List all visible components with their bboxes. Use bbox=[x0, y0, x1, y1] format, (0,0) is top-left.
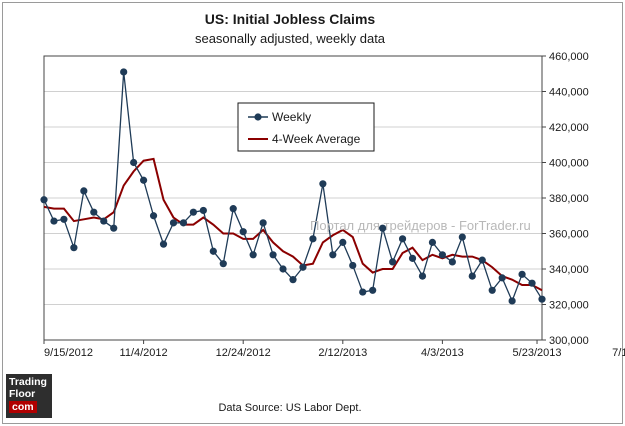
y-tick-label: 420,000 bbox=[549, 122, 589, 134]
weekly-point bbox=[209, 247, 217, 255]
weekly-point bbox=[339, 238, 347, 246]
weekly-point bbox=[379, 224, 387, 232]
weekly-point bbox=[249, 251, 257, 259]
weekly-point bbox=[130, 158, 138, 167]
weekly-point bbox=[100, 217, 108, 225]
y-tick-label: 320,000 bbox=[549, 300, 589, 312]
y-tick-label: 440,000 bbox=[549, 87, 589, 99]
legend-weekly-label: Weekly bbox=[272, 110, 311, 124]
weekly-point bbox=[329, 251, 337, 259]
logo-line1: Trading bbox=[9, 376, 47, 388]
weekly-point bbox=[508, 297, 516, 305]
weekly-point bbox=[528, 279, 536, 287]
weekly-point bbox=[40, 196, 48, 204]
y-tick-label: 340,000 bbox=[549, 264, 589, 276]
weekly-point bbox=[80, 187, 88, 195]
logo-line3: com bbox=[9, 401, 37, 413]
x-tick-label: 11/4/2012 bbox=[120, 347, 168, 359]
y-tick-label: 360,000 bbox=[549, 229, 589, 241]
weekly-point bbox=[398, 235, 407, 243]
weekly-point bbox=[438, 251, 446, 259]
y-tick-label: 380,000 bbox=[549, 193, 589, 205]
weekly-point bbox=[110, 224, 118, 232]
chart-title: US: Initial Jobless Claims bbox=[204, 11, 376, 27]
weekly-point bbox=[169, 219, 178, 227]
series-4-week-average bbox=[43, 157, 543, 292]
weekly-point bbox=[189, 208, 197, 216]
x-tick-label: 7/12/2013 bbox=[612, 347, 625, 359]
weekly-point bbox=[269, 251, 277, 259]
weekly-point bbox=[199, 206, 207, 215]
weekly-point bbox=[50, 217, 58, 225]
legend-weekly-marker bbox=[254, 113, 262, 121]
series-weekly bbox=[40, 68, 546, 305]
y-tick-label: 300,000 bbox=[549, 335, 589, 347]
weekly-point bbox=[488, 286, 496, 294]
weekly-point bbox=[448, 258, 456, 266]
weekly-point bbox=[259, 219, 267, 227]
weekly-point bbox=[389, 258, 397, 266]
y-tick-label: 460,000 bbox=[549, 51, 589, 63]
weekly-point bbox=[498, 274, 506, 282]
watermark: Портал для трейдеров - ForTrader.ru bbox=[310, 218, 531, 233]
weekly-point bbox=[359, 288, 367, 296]
weekly-point bbox=[299, 263, 307, 271]
weekly-point bbox=[369, 286, 377, 294]
legend-average-label: 4-Week Average bbox=[272, 132, 361, 146]
weekly-point bbox=[518, 270, 526, 278]
x-axis: 9/15/2012 11/4/2012 12/24/2012 2/12/2013 4/3… bbox=[43, 340, 625, 359]
weekly-point bbox=[239, 228, 247, 236]
weekly-point bbox=[468, 272, 476, 280]
x-tick-label: 4/3/2013 bbox=[421, 347, 464, 359]
weekly-point bbox=[70, 244, 78, 252]
weekly-point bbox=[309, 235, 317, 243]
x-tick-label: 2/12/2013 bbox=[318, 347, 367, 359]
y-axis: 300,000 320,000 340,000 360,000 380,000 400,0… bbox=[542, 51, 589, 347]
weekly-point bbox=[219, 260, 227, 268]
legend-box bbox=[237, 102, 375, 152]
weekly-point bbox=[458, 233, 466, 241]
weekly-point bbox=[538, 295, 546, 303]
weekly-point bbox=[120, 68, 128, 76]
weekly-point bbox=[349, 261, 357, 270]
y-tick-label: 400,000 bbox=[549, 158, 589, 170]
chart-subtitle: seasonally adjusted, weekly data bbox=[194, 31, 386, 46]
weekly-point bbox=[159, 240, 168, 248]
x-tick-label: 5/23/2013 bbox=[513, 347, 562, 359]
weekly-point bbox=[428, 238, 437, 246]
x-tick-label: 12/24/2012 bbox=[216, 347, 271, 359]
weekly-point bbox=[279, 265, 287, 273]
weekly-point bbox=[319, 180, 327, 188]
weekly-point bbox=[149, 212, 158, 220]
weekly-point bbox=[60, 215, 68, 223]
average-line bbox=[43, 157, 543, 292]
logo-line2: Floor bbox=[9, 388, 36, 400]
weekly-point bbox=[229, 205, 237, 213]
tradingfloor-logo: Trading Floor com bbox=[6, 374, 52, 418]
weekly-point bbox=[289, 276, 297, 284]
x-tick-label: 9/15/2012 bbox=[44, 347, 93, 359]
weekly-point bbox=[179, 219, 188, 227]
legend: Weekly 4-Week Average bbox=[237, 102, 375, 152]
weekly-point bbox=[140, 176, 148, 184]
weekly-point bbox=[408, 254, 417, 262]
weekly-point bbox=[418, 272, 427, 280]
weekly-point bbox=[90, 208, 98, 216]
weekly-point bbox=[478, 256, 486, 264]
data-source: Data Source: US Labor Dept. bbox=[218, 402, 362, 414]
